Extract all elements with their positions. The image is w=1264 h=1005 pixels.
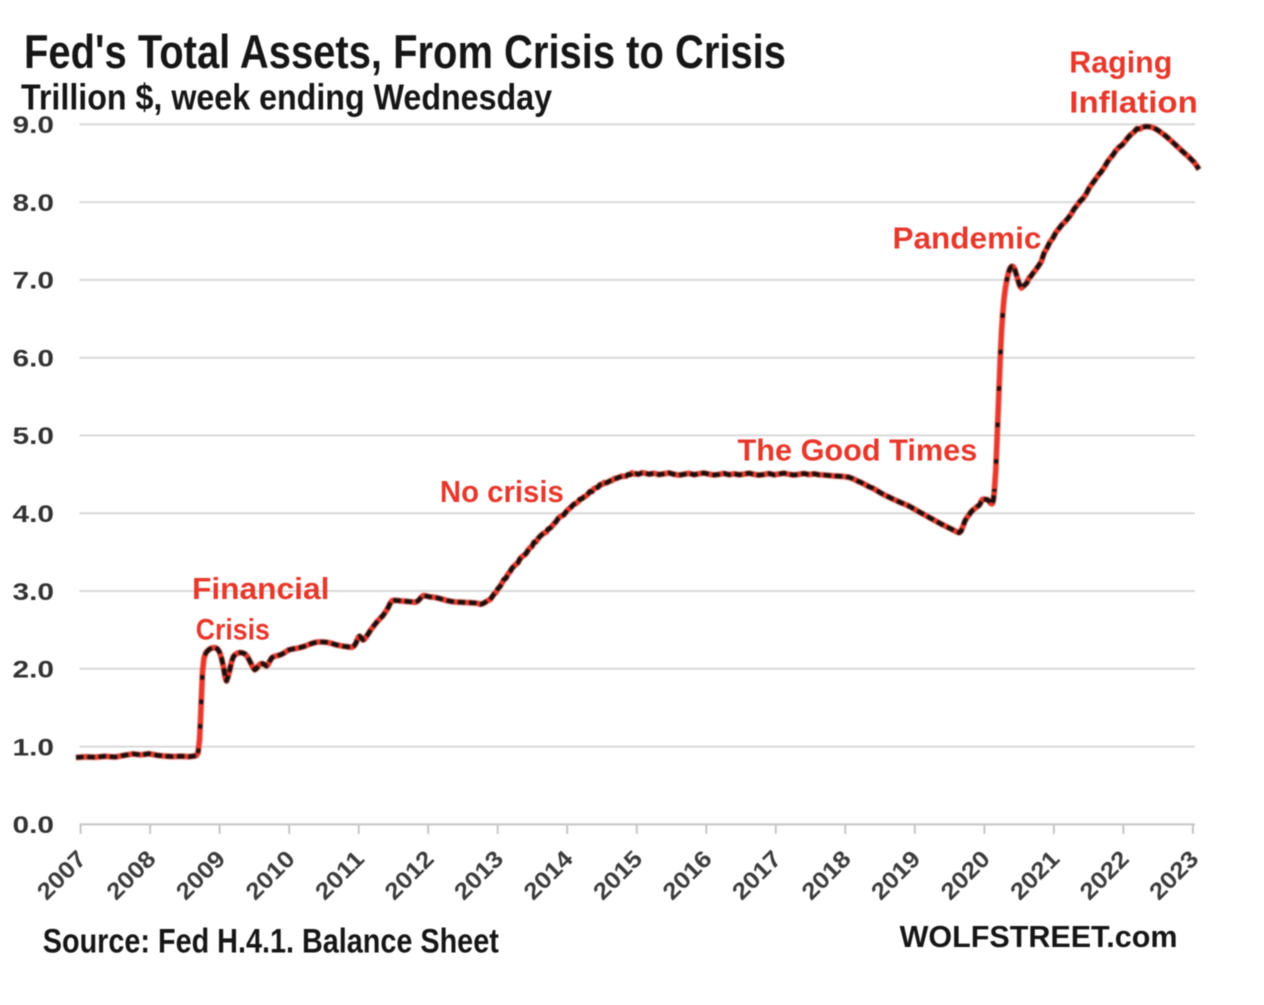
svg-text:5.0: 5.0 [13, 423, 55, 450]
svg-text:Source: Fed H.4.1. Balance She: Source: Fed H.4.1. Balance Sheet [43, 923, 499, 961]
svg-text:Trillion $, week ending Wednes: Trillion $, week ending Wednesday [21, 77, 552, 118]
svg-text:Inflation: Inflation [1069, 85, 1198, 119]
svg-text:6.0: 6.0 [13, 346, 55, 373]
svg-text:3.0: 3.0 [13, 579, 55, 606]
svg-text:9.0: 9.0 [13, 112, 55, 139]
svg-text:Fed's Total Assets, From Crisi: Fed's Total Assets, From Crisis to Crisi… [24, 26, 786, 79]
svg-text:2.0: 2.0 [13, 657, 55, 684]
svg-text:1.0: 1.0 [13, 734, 55, 761]
svg-text:8.0: 8.0 [13, 190, 55, 217]
svg-text:No crisis: No crisis [440, 475, 564, 509]
svg-text:The Good Times: The Good Times [738, 434, 978, 468]
svg-text:Raging: Raging [1069, 46, 1172, 80]
svg-text:4.0: 4.0 [13, 501, 55, 528]
svg-text:Pandemic: Pandemic [893, 220, 1042, 255]
svg-text:0.0: 0.0 [13, 812, 55, 839]
svg-text:7.0: 7.0 [13, 268, 55, 295]
svg-text:Financial: Financial [192, 572, 329, 606]
svg-text:Crisis: Crisis [196, 614, 270, 647]
svg-text:WOLFSTREET.com: WOLFSTREET.com [900, 920, 1178, 954]
